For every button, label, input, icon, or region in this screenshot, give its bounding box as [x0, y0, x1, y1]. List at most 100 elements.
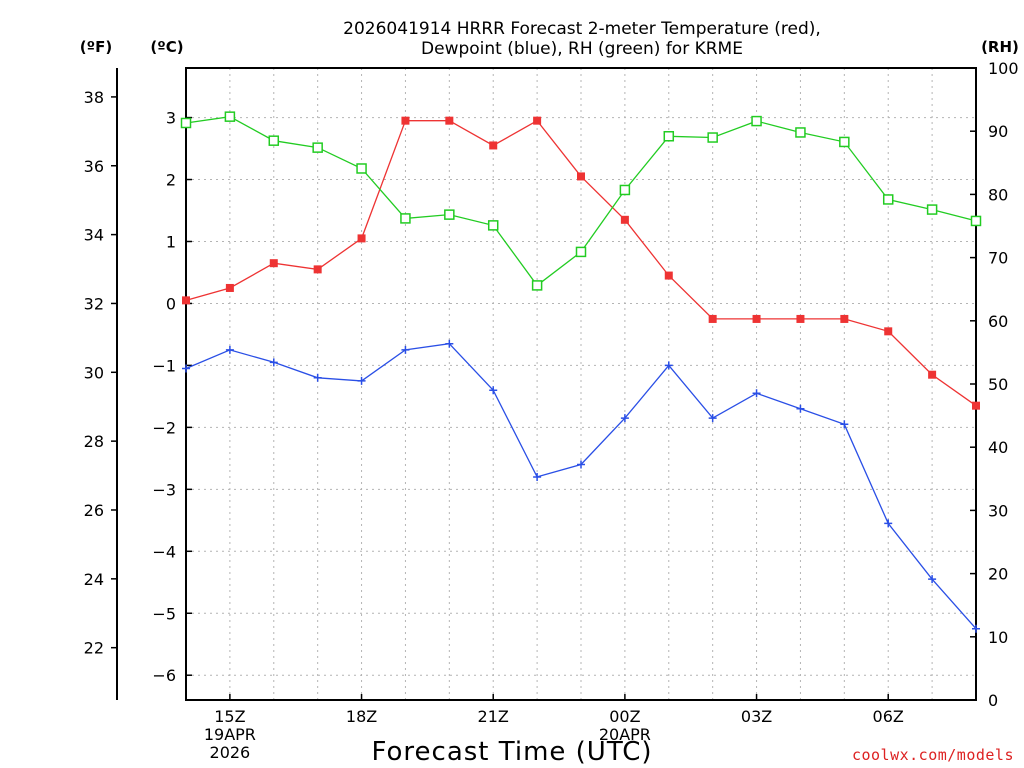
- dewpoint-point: [752, 389, 761, 398]
- rh-point: [795, 127, 806, 138]
- fahrenheit-tick-label: 22: [84, 639, 104, 658]
- rh-tick-label: 60: [988, 312, 1008, 331]
- rh-point: [180, 117, 192, 129]
- rh-point: [707, 132, 718, 143]
- fahrenheit-axis: 22 24 26 28 30 32 34 36 38: [84, 88, 117, 658]
- rh-point: [356, 163, 367, 174]
- fahrenheit-tick-label: 34: [84, 226, 104, 245]
- 2-meter-temperature-point: [708, 314, 717, 323]
- 2-meter-temperature-point: [928, 370, 937, 379]
- x-tick-label: 2026: [210, 743, 251, 762]
- dewpoint-point: [445, 339, 454, 348]
- 2-meter-temperature-point: [357, 234, 366, 243]
- celsius-tick-label: −2: [152, 418, 176, 437]
- fahrenheit-tick-label: 26: [84, 501, 104, 520]
- 2-meter-temperature-point: [269, 259, 278, 268]
- rh-point: [268, 135, 280, 146]
- x-tick-label: 15Z: [214, 707, 245, 726]
- x-tick-label: 03Z: [741, 707, 772, 726]
- 2-meter-temperature-point: [182, 296, 190, 305]
- dewpoint-point: [840, 420, 849, 429]
- 2-meter-temperature-point: [489, 141, 498, 150]
- x-tick-label: 21Z: [478, 707, 509, 726]
- rh-point: [575, 246, 587, 258]
- 2-meter-temperature-point: [445, 116, 454, 125]
- celsius-tick-label: 2: [166, 171, 176, 190]
- rh-point: [663, 131, 675, 142]
- dewpoint-point: [489, 386, 498, 395]
- 2-meter-temperature-point: [313, 265, 322, 274]
- rh-axis: 0 10 20 30 40 50 60 70 80 90 100: [970, 59, 1019, 710]
- dewpoint-point: [313, 373, 322, 382]
- celsius-tick-label: −3: [152, 480, 176, 499]
- rh-tick-label: 90: [988, 122, 1008, 141]
- rh-point: [224, 111, 236, 122]
- 2-meter-temperature-point: [401, 116, 410, 125]
- rh-point: [926, 204, 938, 215]
- fahrenheit-tick-label: 32: [84, 294, 104, 313]
- rh-tick-label: 20: [988, 565, 1008, 584]
- rh-tick-label: 30: [988, 501, 1008, 520]
- rh-point: [531, 280, 543, 291]
- dewpoint-point: [577, 460, 585, 469]
- celsius-tick-label: −4: [152, 542, 176, 561]
- fahrenheit-tick-label: 24: [84, 570, 104, 589]
- data-series: [180, 111, 982, 633]
- dewpoint-series: [182, 339, 980, 633]
- 2-meter-temperature-point: [225, 283, 234, 292]
- fahrenheit-tick-label: 28: [84, 432, 104, 451]
- chart-title-line-2: Dewpoint (blue), RH (green) for KRME: [421, 39, 743, 59]
- dewpoint-point: [357, 376, 366, 385]
- 2-meter-temperature-point: [884, 327, 893, 336]
- rh-point: [487, 220, 499, 231]
- credit-text: coolwx.com/models: [852, 746, 1014, 764]
- rh-point: [882, 194, 894, 205]
- 2-meter-temperature-point: [972, 401, 980, 410]
- dewpoint-point: [972, 624, 980, 633]
- celsius-axis: −6 −5 −4 −3 −2 −1 0 1 2 3: [152, 109, 192, 685]
- rh-tick-label: 0: [988, 691, 998, 710]
- rh-tick-label: 70: [988, 249, 1008, 268]
- x-tick-label: 20APR: [599, 725, 651, 744]
- x-tick-label: 19APR: [204, 725, 256, 744]
- x-tick-label: 06Z: [873, 707, 904, 726]
- 2-meter-temperature-point: [840, 314, 849, 323]
- rh-tick-label: 10: [988, 628, 1008, 647]
- dewpoint-point: [620, 414, 629, 423]
- x-axis-title: Forecast Time (UTC): [371, 737, 652, 767]
- rh-point: [839, 136, 850, 148]
- celsius-tick-label: −1: [152, 356, 176, 375]
- celsius-unit-label: (ºC): [150, 38, 183, 56]
- rh-point: [312, 142, 323, 153]
- dewpoint-point: [401, 345, 410, 354]
- rh-tick-label: 80: [988, 185, 1008, 204]
- dewpoint-point: [269, 358, 278, 367]
- rh-series: [180, 111, 982, 291]
- rh-unit-label: (RH): [981, 38, 1019, 56]
- 2-meter-temperature-point: [664, 271, 673, 280]
- fahrenheit-tick-label: 30: [84, 363, 104, 382]
- fahrenheit-tick-label: 38: [84, 88, 104, 107]
- dewpoint-point: [664, 361, 673, 370]
- 2-meter-temperature-point: [752, 314, 761, 323]
- celsius-tick-label: −5: [152, 604, 176, 623]
- dewpoint-point: [533, 472, 542, 481]
- x-tick-label: 00Z: [609, 707, 640, 726]
- dewpoint-point: [884, 519, 893, 528]
- rh-tick-label: 50: [988, 375, 1008, 394]
- celsius-tick-label: 3: [166, 109, 176, 128]
- 2-meter-temperature-point: [577, 172, 585, 181]
- dewpoint-point: [708, 414, 717, 423]
- rh-point: [619, 184, 631, 196]
- rh-tick-label: 100: [988, 59, 1019, 78]
- rh-point: [400, 213, 411, 224]
- rh-point: [444, 209, 455, 220]
- 2-meter-temperature-point: [620, 215, 629, 224]
- dewpoint-point: [796, 404, 805, 413]
- dewpoint-point: [928, 575, 937, 584]
- rh-point: [970, 215, 982, 227]
- dewpoint-point: [182, 364, 190, 373]
